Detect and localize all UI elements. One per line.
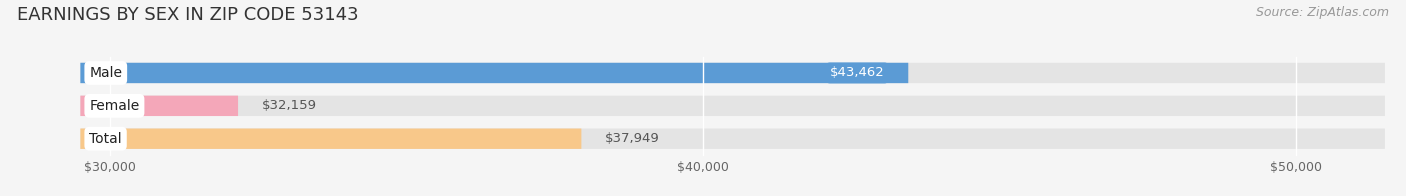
FancyBboxPatch shape <box>80 96 1385 116</box>
FancyBboxPatch shape <box>80 129 1385 149</box>
Text: $43,462: $43,462 <box>830 66 884 79</box>
Text: Total: Total <box>89 132 122 146</box>
FancyBboxPatch shape <box>80 63 908 83</box>
FancyBboxPatch shape <box>80 63 1385 83</box>
FancyBboxPatch shape <box>80 129 582 149</box>
Text: Source: ZipAtlas.com: Source: ZipAtlas.com <box>1256 6 1389 19</box>
Text: $32,159: $32,159 <box>262 99 316 112</box>
Text: EARNINGS BY SEX IN ZIP CODE 53143: EARNINGS BY SEX IN ZIP CODE 53143 <box>17 6 359 24</box>
FancyBboxPatch shape <box>80 96 238 116</box>
Text: Female: Female <box>89 99 139 113</box>
Text: Male: Male <box>89 66 122 80</box>
Text: $37,949: $37,949 <box>605 132 659 145</box>
